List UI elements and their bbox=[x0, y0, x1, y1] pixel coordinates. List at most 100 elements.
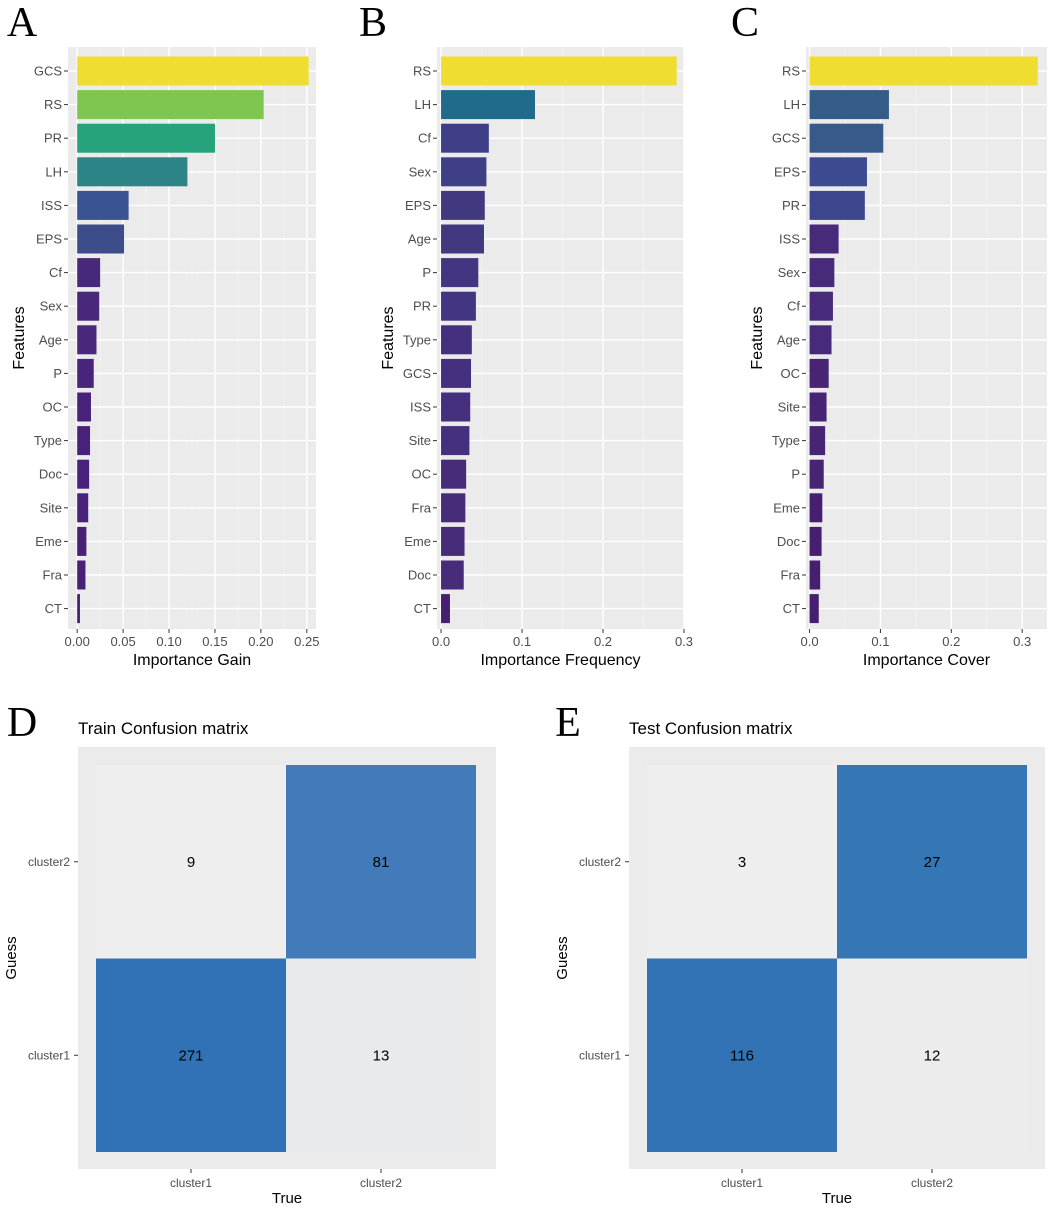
bar-gcs bbox=[441, 358, 472, 388]
bar-lh bbox=[809, 90, 889, 120]
y-tick-label: Eme bbox=[35, 534, 62, 549]
bar-doc bbox=[809, 526, 822, 556]
y-tick-label: Cf bbox=[418, 131, 431, 146]
y-tick-label: Fra bbox=[412, 500, 432, 515]
matrix-cell-cluster1-cluster2 bbox=[647, 765, 837, 959]
bar-type bbox=[77, 426, 91, 456]
y-tick-label: Sex bbox=[40, 299, 63, 314]
x-tick-label: 0.20 bbox=[248, 634, 273, 649]
y-tick-label: ISS bbox=[410, 400, 431, 415]
bar-oc bbox=[77, 392, 91, 422]
y-tick-label: LH bbox=[45, 164, 62, 179]
matrix-title: Train Confusion matrix bbox=[78, 719, 249, 738]
y-tick-label: PR bbox=[782, 198, 800, 213]
bar-rs bbox=[441, 56, 677, 86]
x-tick-label: 0.3 bbox=[1013, 634, 1031, 649]
y-tick-label: Age bbox=[408, 232, 431, 247]
bar-p bbox=[441, 258, 479, 288]
x-tick-label: 0.0 bbox=[801, 634, 819, 649]
x-tick-label: cluster2 bbox=[911, 1176, 953, 1190]
y-tick-label: Type bbox=[403, 332, 431, 347]
matrix-cell-cluster1-cluster2 bbox=[96, 765, 286, 959]
bar-fra bbox=[77, 560, 86, 590]
panel-letter-b: B bbox=[359, 0, 387, 46]
y-tick-label: Doc bbox=[777, 534, 801, 549]
y-tick-label: Type bbox=[772, 433, 800, 448]
y-tick-label: Doc bbox=[39, 467, 63, 482]
y-tick-label: Doc bbox=[408, 568, 432, 583]
bar-eps bbox=[809, 157, 867, 187]
bar-cf bbox=[441, 123, 489, 153]
bar-age bbox=[441, 224, 484, 254]
y-tick-label: Fra bbox=[43, 568, 63, 583]
y-tick-label: Site bbox=[409, 433, 431, 448]
y-tick-label: Fra bbox=[781, 568, 801, 583]
panel-letter-a: A bbox=[7, 0, 38, 46]
bar-type bbox=[441, 325, 472, 355]
y-tick-label: RS bbox=[782, 64, 800, 79]
importance-chart-c: C RS LH GCS EPS PR ISS Sex Cf Age OC Site Type P Eme Do… bbox=[731, 0, 1047, 669]
y-tick-label: Sex bbox=[409, 164, 432, 179]
matrix-cell-cluster2-cluster1 bbox=[837, 958, 1027, 1152]
y-tick-label: CT bbox=[414, 601, 431, 616]
bar-site bbox=[441, 426, 470, 456]
bar-cf bbox=[809, 291, 833, 321]
importance-chart-b: B RS LH Cf Sex EPS Age P PR Type GCS ISS Site OC Fra Em… bbox=[359, 0, 693, 669]
x-tick-label: 0.00 bbox=[65, 634, 90, 649]
bar-sex bbox=[809, 258, 835, 288]
x-axis-title: True bbox=[272, 1190, 302, 1207]
y-tick-label: Age bbox=[39, 332, 62, 347]
y-tick-label: LH bbox=[414, 97, 431, 112]
y-tick-label: Cf bbox=[49, 265, 62, 280]
bar-site bbox=[809, 392, 827, 422]
confusion-matrix-d: D Train Confusion matrix 9 81 271 13 cluster1 c… bbox=[3, 700, 496, 1207]
y-tick-label: CT bbox=[45, 601, 62, 616]
x-axis-title: Importance Frequency bbox=[480, 652, 640, 669]
y-tick-label: Site bbox=[778, 400, 800, 415]
x-axis-title: Importance Gain bbox=[133, 652, 251, 669]
y-tick-label: PR bbox=[44, 131, 62, 146]
bar-sex bbox=[77, 291, 100, 321]
y-tick-label: P bbox=[53, 366, 62, 381]
matrix-title: Test Confusion matrix bbox=[629, 719, 793, 738]
y-tick-label: Type bbox=[34, 433, 62, 448]
matrix-cell-value: 271 bbox=[178, 1047, 203, 1064]
matrix-cell-cluster1-cluster1 bbox=[647, 958, 837, 1152]
bar-doc bbox=[77, 459, 90, 489]
bar-pr bbox=[77, 123, 215, 153]
matrix-cell-value: 3 bbox=[738, 854, 746, 871]
bar-pr bbox=[441, 291, 476, 321]
x-tick-label: 0.15 bbox=[202, 634, 227, 649]
x-tick-label: 0.1 bbox=[871, 634, 889, 649]
y-tick-label: EPS bbox=[36, 232, 62, 247]
y-tick-label: EPS bbox=[405, 198, 431, 213]
bar-fra bbox=[441, 493, 466, 523]
bar-oc bbox=[441, 459, 467, 489]
bar-ct bbox=[441, 594, 450, 624]
bar-eme bbox=[441, 526, 465, 556]
bar-site bbox=[77, 493, 89, 523]
y-tick-label: Eme bbox=[404, 534, 431, 549]
y-tick-label: GCS bbox=[403, 366, 432, 381]
matrix-cell-value: 81 bbox=[373, 854, 390, 871]
y-tick-label: ISS bbox=[41, 198, 62, 213]
y-tick-label: Cf bbox=[787, 299, 800, 314]
y-tick-label: GCS bbox=[34, 64, 63, 79]
bar-type bbox=[809, 426, 826, 456]
matrix-cell-value: 116 bbox=[730, 1047, 754, 1064]
panel-letter-c: C bbox=[731, 0, 759, 46]
y-tick-label: GCS bbox=[772, 131, 801, 146]
bar-eps bbox=[77, 224, 125, 254]
x-tick-label: 0.10 bbox=[156, 634, 181, 649]
x-tick-label: cluster1 bbox=[170, 1176, 212, 1190]
matrix-cell-value: 13 bbox=[373, 1047, 390, 1064]
matrix-cell-cluster2-cluster2 bbox=[286, 765, 476, 959]
bar-eme bbox=[77, 526, 87, 556]
y-axis-title: Guess bbox=[554, 936, 571, 979]
matrix-cell-value: 9 bbox=[187, 854, 195, 871]
bar-ct bbox=[809, 594, 819, 624]
y-tick-label: PR bbox=[413, 299, 431, 314]
bar-rs bbox=[77, 90, 264, 120]
bar-iss bbox=[441, 392, 471, 422]
